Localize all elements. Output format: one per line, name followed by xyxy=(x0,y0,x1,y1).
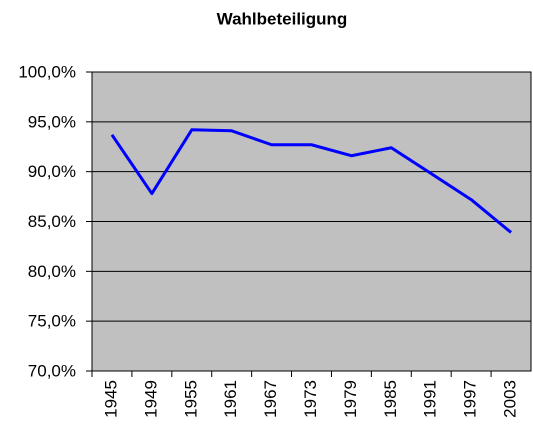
x-tick-label: 1945 xyxy=(101,380,120,418)
y-tick-label: 85,0% xyxy=(28,212,76,231)
x-tick-label: 1991 xyxy=(421,380,440,418)
x-tick-label: 1961 xyxy=(221,380,240,418)
y-tick-label: 95,0% xyxy=(28,112,76,131)
y-tick-label: 100,0% xyxy=(18,62,76,81)
y-tick-label: 80,0% xyxy=(28,262,76,281)
x-tick-label: 1985 xyxy=(381,380,400,418)
x-tick-label: 1967 xyxy=(261,380,280,418)
chart-title: Wahlbeteiligung xyxy=(217,9,348,28)
x-tick-label: 1997 xyxy=(461,380,480,418)
x-tick-label: 1949 xyxy=(141,380,160,418)
line xyxy=(110,128,512,234)
x-tick-label: 1973 xyxy=(301,380,320,418)
x-tick-label: 1979 xyxy=(341,380,360,418)
y-tick-label: 70,0% xyxy=(28,361,76,380)
x-tick-label: 2003 xyxy=(501,380,520,418)
plot-border xyxy=(91,71,532,372)
y-tick-label: 90,0% xyxy=(28,162,76,181)
x-tick-label: 1955 xyxy=(181,380,200,418)
y-tick-label: 75,0% xyxy=(28,312,76,331)
